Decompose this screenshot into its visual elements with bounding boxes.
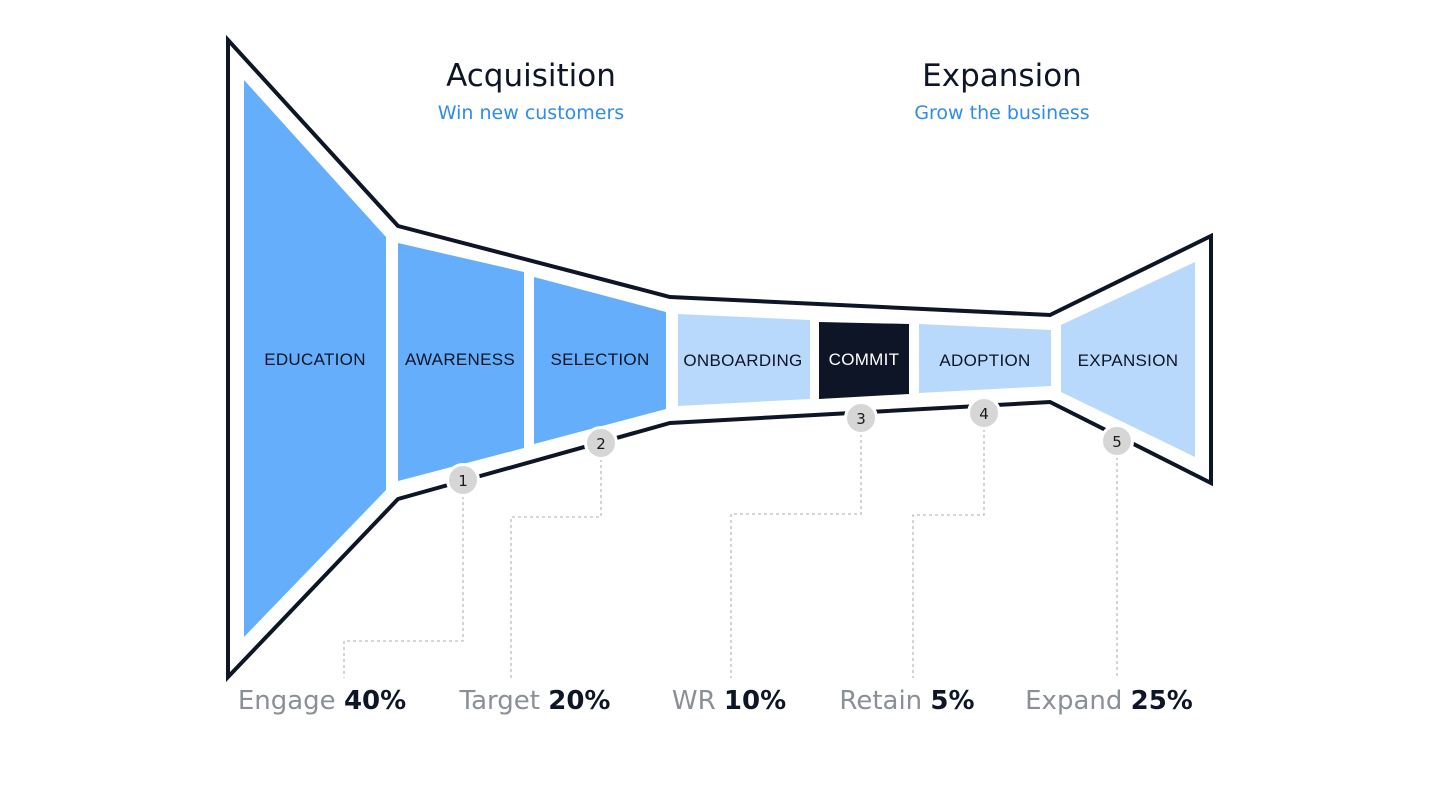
stage-label-expansion: EXPANSION xyxy=(1078,351,1179,370)
metric-retain-name: Retain xyxy=(839,686,922,716)
marker-5[interactable]: 5 xyxy=(1100,424,1134,458)
marker-5-number: 5 xyxy=(1112,433,1122,451)
stage-adoption[interactable] xyxy=(919,324,1051,393)
marker-4-number: 4 xyxy=(979,405,989,423)
metric-expand: Expand 25% xyxy=(1025,686,1193,716)
metric-target-value: 20% xyxy=(548,686,610,716)
metric-expand-name: Expand xyxy=(1025,686,1122,716)
stage-label-education: EDUCATION xyxy=(264,350,366,369)
connector-1 xyxy=(343,496,464,678)
stage-label-adoption: ADOPTION xyxy=(939,351,1030,370)
section-subtitle-acquisition: Win new customers xyxy=(438,102,624,124)
connector-4 xyxy=(912,429,985,678)
stage-selection[interactable] xyxy=(534,277,666,444)
connector-3 xyxy=(730,434,862,678)
marker-2-number: 2 xyxy=(596,435,606,453)
stage-expansion[interactable] xyxy=(1061,262,1195,457)
stage-awareness[interactable] xyxy=(398,243,524,481)
metric-target-name: Target xyxy=(459,686,540,716)
stage-label-selection: SELECTION xyxy=(550,350,649,369)
section-subtitle-expansion: Grow the business xyxy=(914,102,1089,124)
metric-wr-value: 10% xyxy=(724,686,786,716)
metric-engage-name: Engage xyxy=(238,686,336,716)
stage-label-commit: COMMIT xyxy=(829,350,900,369)
marker-3-number: 3 xyxy=(856,410,866,428)
metric-wr-name: WR xyxy=(672,686,716,716)
metric-target: Target 20% xyxy=(459,686,611,716)
metric-retain-value: 5% xyxy=(930,686,974,716)
metric-engage: Engage 40% xyxy=(238,686,406,716)
marker-3[interactable]: 3 xyxy=(844,401,878,435)
metric-expand-value: 25% xyxy=(1131,686,1193,716)
stage-onboarding[interactable] xyxy=(678,314,810,406)
marker-1[interactable]: 1 xyxy=(446,463,480,497)
metric-engage-value: 40% xyxy=(344,686,406,716)
marker-1-number: 1 xyxy=(458,472,468,490)
stage-commit[interactable] xyxy=(819,322,909,399)
stage-label-awareness: AWARENESS xyxy=(405,350,515,369)
stage-education[interactable] xyxy=(244,80,386,637)
stage-label-onboarding: ONBOARDING xyxy=(683,351,802,370)
connectors xyxy=(343,429,1118,678)
metric-wr: WR 10% xyxy=(672,686,786,716)
marker-4[interactable]: 4 xyxy=(967,396,1001,430)
section-title-expansion: Expansion xyxy=(922,58,1082,94)
marker-2[interactable]: 2 xyxy=(584,426,618,460)
metric-retain: Retain 5% xyxy=(839,686,974,716)
connector-2 xyxy=(510,459,602,678)
section-title-acquisition: Acquisition xyxy=(446,58,616,94)
